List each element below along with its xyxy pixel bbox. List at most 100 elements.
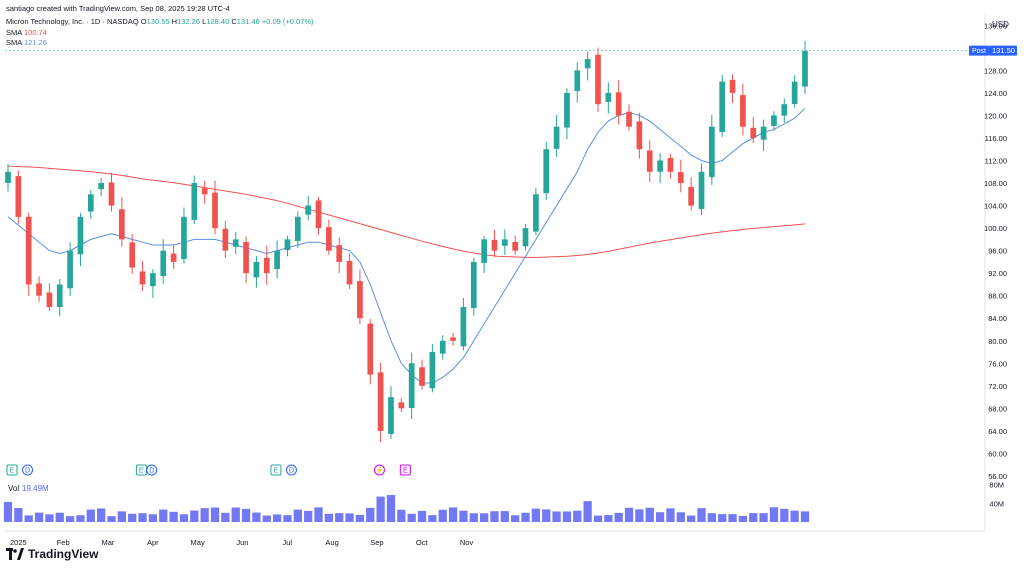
- candle: [160, 239, 167, 284]
- event-label: E: [10, 468, 15, 475]
- volume-bar: [407, 513, 416, 522]
- candle: [750, 116, 757, 143]
- volume-bar: [117, 511, 126, 522]
- candle: [5, 163, 11, 192]
- volume-bar: [459, 510, 468, 522]
- time-tick-label: Oct: [416, 538, 429, 547]
- candle: [667, 154, 674, 179]
- tradingview-logo: TradingView: [6, 547, 98, 561]
- candle: [388, 386, 394, 439]
- price-tick-label: 88.00: [988, 292, 1007, 301]
- candle: [274, 240, 280, 279]
- price-tick-label: 112.00: [985, 156, 1007, 165]
- volume-bar: [707, 513, 716, 522]
- event-marker-e[interactable]: E: [135, 464, 147, 476]
- volume-bar: [138, 513, 147, 522]
- candle: [708, 114, 715, 186]
- candle: [346, 253, 353, 289]
- price-tick-label: 128.00: [984, 66, 1007, 75]
- volume-bar: [573, 510, 582, 522]
- time-tick-label: Mar: [102, 538, 115, 547]
- volume-bar: [614, 512, 623, 522]
- volume-bar: [128, 513, 137, 522]
- volume-bar: [687, 515, 696, 522]
- event-marker-d[interactable]: D: [285, 464, 297, 476]
- price-tick-label: 136.00: [984, 21, 1007, 30]
- chart-header-created: santiago created with TradingView.com, S…: [6, 4, 230, 14]
- tradingview-logo-icon: [6, 548, 24, 560]
- brand-name: TradingView: [28, 547, 99, 561]
- candle: [771, 111, 777, 131]
- candle: [595, 47, 601, 113]
- candle: [336, 237, 343, 274]
- candle: [398, 398, 405, 412]
- event-marker-d[interactable]: D: [146, 464, 158, 476]
- price-tick-label: 68.00: [988, 404, 1007, 413]
- candle: [460, 297, 467, 351]
- candle: [429, 344, 436, 393]
- volume-bar: [562, 511, 572, 522]
- time-tick-label: Sep: [370, 538, 383, 547]
- price-tick-label: 100.00: [984, 224, 1007, 233]
- sma-short-line: [7, 107, 806, 384]
- volume-bar: [107, 516, 116, 522]
- volume-bar: [65, 516, 75, 522]
- volume-value: 19.49M: [22, 484, 49, 493]
- event-marker-fe[interactable]: E: [399, 464, 411, 476]
- event-markers: E D E D E D ⚡ E: [6, 464, 411, 476]
- time-tick-label: Aug: [325, 538, 338, 547]
- event-marker-e[interactable]: E: [6, 464, 18, 476]
- volume-bar: [97, 508, 106, 522]
- candle: [533, 188, 539, 236]
- candle: [87, 189, 94, 219]
- volume-bar: [86, 509, 95, 522]
- candle: [326, 219, 332, 255]
- volume-bar: [14, 507, 23, 522]
- candle: [553, 115, 560, 157]
- volume-bar: [386, 495, 396, 522]
- volume-bar: [169, 511, 178, 522]
- sma-long-line: [7, 165, 806, 258]
- volume-bar: [34, 512, 44, 522]
- candle: [719, 74, 726, 137]
- candle: [760, 119, 767, 152]
- event-marker-e[interactable]: E: [270, 464, 282, 476]
- price-tick-label: 64.00: [988, 427, 1007, 436]
- event-label: E: [274, 468, 279, 475]
- open-label: O: [140, 17, 147, 26]
- candle: [408, 352, 415, 419]
- candle: [139, 261, 146, 291]
- chart-header-symbol: Micron Technology, Inc. · 1D · NASDAQ O1…: [6, 17, 314, 27]
- volume-bar: [376, 496, 385, 522]
- volume-bar: [759, 513, 768, 522]
- change-value: +0.09 (+0.07%): [261, 17, 314, 26]
- volume-bar: [355, 514, 365, 522]
- candle: [501, 229, 508, 255]
- volume-bar: [417, 510, 427, 522]
- time-tick-label: Jul: [282, 538, 292, 547]
- price-tick-label: 104.00: [984, 202, 1007, 211]
- volume-bar: [676, 512, 685, 522]
- volume-bar: [24, 515, 33, 522]
- volume-bar: [45, 514, 54, 522]
- volume-bar: [159, 509, 168, 522]
- candle: [791, 75, 798, 108]
- volume-bar: [645, 507, 654, 522]
- candle: [119, 197, 125, 247]
- volume-bar: [272, 514, 282, 522]
- candle: [77, 212, 84, 267]
- volume-bar: [718, 514, 727, 522]
- volume-bar: [293, 509, 302, 522]
- candle: [56, 278, 63, 317]
- currency-label: USD: [992, 20, 1009, 29]
- candle: [646, 140, 653, 183]
- volume-bar: [479, 513, 489, 522]
- event-marker-f[interactable]: ⚡: [373, 464, 385, 476]
- volume-bar: [231, 507, 240, 522]
- candle: [450, 332, 456, 346]
- event-marker-d[interactable]: D: [22, 464, 34, 476]
- volume-bar: [314, 507, 323, 522]
- volume-bar: [542, 509, 551, 522]
- volume-bar: [469, 513, 478, 522]
